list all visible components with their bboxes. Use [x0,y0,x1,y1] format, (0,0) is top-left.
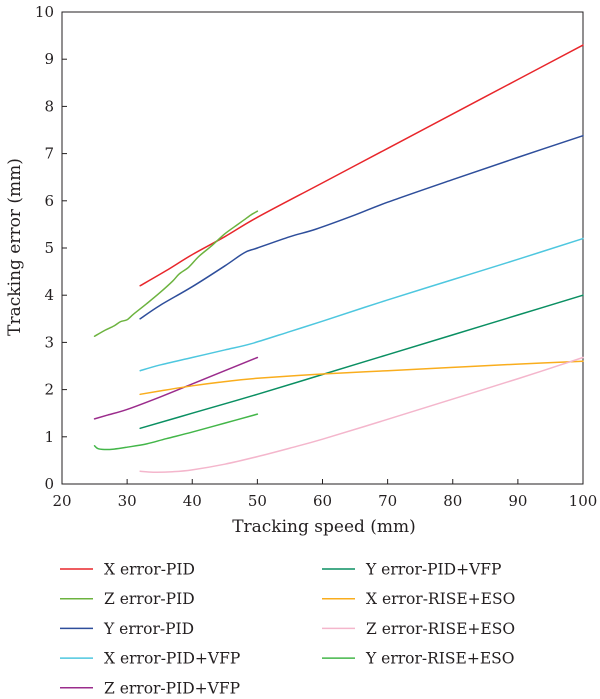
series-lines [93,44,584,473]
legend-label: Y error-PID [103,620,194,638]
x-axis-ticks: 20 30 40 50 60 70 80 90 100 [52,479,597,510]
y-tick-label: 0 [44,475,54,493]
y-tick-label: 4 [44,286,54,304]
y-tick-label: 2 [44,381,54,399]
y-tick-label: 1 [44,428,54,446]
series-line-4 [139,237,584,372]
y-tick-label: 8 [44,97,54,115]
y-tick-label: 3 [44,333,54,351]
x-tick-label: 30 [118,492,137,510]
series-line-5 [93,356,259,420]
y-axis-label: Tracking error (mm) [5,158,25,336]
plot-area-border [61,11,584,485]
y-tick-label: 10 [35,3,54,21]
legend-label: Y error-RISE+ESO [365,650,514,668]
legend: X error-PID Z error-PID Y error-PID X error… [60,561,515,697]
series-line-3 [139,134,584,320]
series-line-6 [139,294,584,430]
legend-label: Z error-RISE+ESO [366,620,515,638]
y-tick-label: 6 [44,192,54,210]
plot-frame [61,11,584,485]
x-tick-label: 70 [378,492,397,510]
x-tick-label: 80 [443,492,462,510]
x-axis-label: Tracking speed (mm) [232,517,416,537]
legend-label: X error-RISE+ESO [366,590,515,608]
x-tick-label: 100 [569,492,598,510]
legend-label: Z error-PID [104,590,195,608]
legend-label: X error-PID [104,561,195,579]
series-line-2 [93,210,259,338]
x-tick-label: 50 [248,492,267,510]
legend-label: Y error-PID+VFP [365,561,501,579]
series-line-8 [139,356,584,473]
legend-label: Z error-PID+VFP [104,679,240,697]
series-line-7 [139,360,584,396]
legend-label: X error-PID+VFP [104,650,240,668]
x-tick-label: 20 [52,492,71,510]
y-tick-label: 9 [44,50,54,68]
y-axis-ticks: 0 1 2 3 4 5 6 7 8 9 10 [35,3,67,493]
x-tick-label: 40 [183,492,202,510]
x-tick-label: 60 [313,492,332,510]
series-line-9 [93,413,259,451]
y-tick-label: 7 [44,145,54,163]
y-tick-label: 5 [44,239,54,257]
x-tick-label: 90 [508,492,527,510]
series-line-1 [139,44,584,287]
